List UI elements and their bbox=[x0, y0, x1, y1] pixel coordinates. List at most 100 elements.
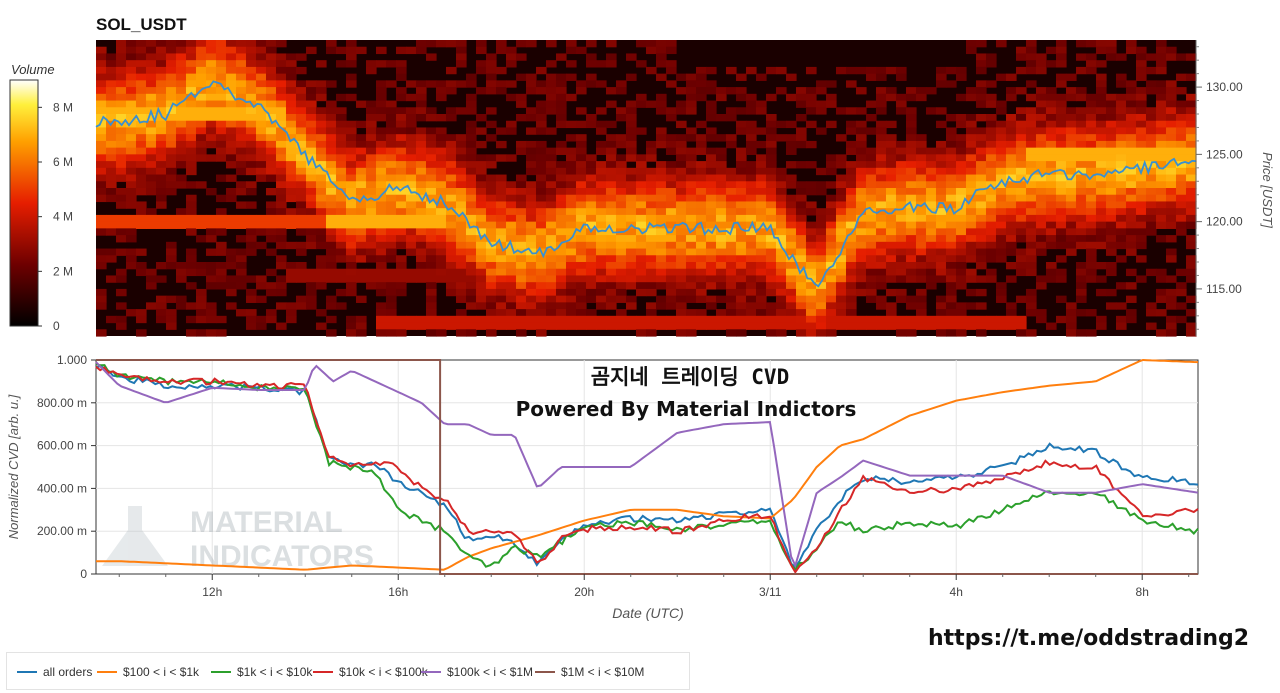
heatmap-cell bbox=[306, 100, 317, 108]
heatmap-cell bbox=[686, 288, 697, 297]
heatmap-cell bbox=[736, 194, 747, 203]
heatmap-cell bbox=[1076, 208, 1087, 216]
heatmap-cell bbox=[866, 114, 877, 122]
heatmap-cell bbox=[136, 93, 147, 102]
heatmap-cell bbox=[1036, 315, 1047, 324]
heatmap-cell bbox=[916, 140, 927, 149]
heatmap-cell bbox=[206, 235, 217, 243]
heatmap-cell bbox=[656, 235, 667, 243]
heatmap-cell bbox=[1016, 322, 1027, 330]
heatmap-cell bbox=[186, 46, 197, 55]
heatmap-cell bbox=[686, 174, 697, 182]
heatmap-cell bbox=[886, 147, 897, 155]
heatmap-cell bbox=[216, 208, 227, 216]
heatmap-cell bbox=[426, 315, 437, 324]
heatmap-cell bbox=[956, 268, 967, 277]
heatmap-cell bbox=[1096, 93, 1107, 102]
heatmap-cell bbox=[536, 241, 547, 250]
heatmap-cell bbox=[936, 235, 947, 243]
heatmap-cell bbox=[1176, 147, 1187, 155]
heatmap-cell bbox=[426, 275, 437, 283]
heatmap-cell bbox=[946, 302, 957, 310]
heatmap-cell bbox=[366, 268, 377, 277]
heatmap-cell bbox=[166, 114, 177, 122]
heatmap-cell bbox=[736, 107, 747, 115]
heatmap-cell bbox=[436, 255, 447, 263]
heatmap-cell bbox=[866, 127, 877, 135]
heatmap-cell bbox=[266, 60, 277, 68]
heatmap-cell bbox=[296, 268, 307, 277]
heatmap-cell bbox=[376, 322, 387, 330]
heatmap-cell bbox=[786, 248, 797, 256]
heatmap-cell bbox=[446, 107, 457, 115]
heatmap-cell bbox=[156, 147, 167, 155]
heatmap-cell bbox=[736, 208, 747, 216]
heatmap-cell bbox=[1116, 134, 1127, 142]
heatmap-cell bbox=[196, 134, 207, 142]
heatmap-cell bbox=[1106, 214, 1117, 223]
heatmap-cell bbox=[466, 188, 477, 196]
heatmap-cell bbox=[326, 201, 337, 209]
heatmap-cell bbox=[1106, 93, 1117, 102]
heatmap-cell bbox=[156, 174, 167, 182]
heatmap-cell bbox=[396, 315, 407, 324]
heatmap-cell bbox=[696, 268, 707, 277]
heatmap-cell bbox=[276, 201, 287, 209]
colorbar-tick-label: 8 M bbox=[53, 100, 73, 114]
heatmap-cell bbox=[586, 255, 597, 263]
heatmap-cell bbox=[936, 154, 947, 162]
heatmap-cell bbox=[766, 167, 777, 176]
heatmap-cell bbox=[946, 194, 957, 203]
heatmap-cell bbox=[606, 214, 617, 223]
heatmap-cell bbox=[276, 87, 287, 95]
heatmap-cell bbox=[616, 214, 627, 223]
heatmap-cell bbox=[1016, 134, 1027, 142]
heatmap-cell bbox=[866, 221, 877, 229]
heatmap-cell bbox=[856, 194, 867, 203]
heatmap-cell bbox=[286, 188, 297, 196]
heatmap-cell bbox=[636, 315, 647, 324]
heatmap-cell bbox=[1006, 93, 1017, 102]
heatmap-cell bbox=[1186, 53, 1197, 61]
heatmap-cell bbox=[1076, 161, 1087, 169]
heatmap-cell bbox=[876, 107, 887, 115]
heatmap-cell bbox=[546, 322, 557, 330]
heatmap-cell bbox=[476, 167, 487, 176]
heatmap-cell bbox=[906, 154, 917, 162]
heatmap-cell bbox=[1026, 161, 1037, 169]
heatmap-cell bbox=[506, 60, 517, 68]
heatmap-cell bbox=[836, 214, 847, 223]
heatmap-cell bbox=[136, 181, 147, 189]
heatmap-cell bbox=[106, 154, 117, 162]
heatmap-cell bbox=[286, 214, 297, 223]
heatmap-cell bbox=[296, 140, 307, 149]
heatmap-cell bbox=[826, 208, 837, 216]
heatmap-cell bbox=[226, 66, 237, 75]
heatmap-cell bbox=[806, 140, 817, 149]
heatmap-cell bbox=[686, 181, 697, 189]
heatmap-cell bbox=[306, 107, 317, 115]
heatmap-cell bbox=[326, 114, 337, 122]
heatmap-cell bbox=[396, 194, 407, 203]
heatmap-cell bbox=[1126, 120, 1137, 129]
heatmap-cell bbox=[1126, 214, 1137, 223]
heatmap-cell bbox=[376, 282, 387, 290]
heatmap-cell bbox=[366, 174, 377, 182]
heatmap-cell bbox=[476, 154, 487, 162]
heatmap-cell bbox=[576, 248, 587, 256]
heatmap-cell bbox=[646, 275, 657, 283]
heatmap-cell bbox=[316, 262, 327, 270]
heatmap-cell bbox=[526, 235, 537, 243]
heatmap-cell bbox=[726, 201, 737, 209]
heatmap-cell bbox=[856, 87, 867, 95]
colorbar-title: Volume bbox=[11, 62, 55, 77]
telegram-link[interactable]: https://t.me/oddstrading2 bbox=[928, 626, 1250, 651]
heatmap-cell bbox=[906, 120, 917, 129]
heatmap-cell bbox=[306, 214, 317, 223]
heatmap-cell bbox=[866, 295, 877, 303]
heatmap-cell bbox=[566, 161, 577, 169]
heatmap-cell bbox=[526, 188, 537, 196]
heatmap-cell bbox=[346, 127, 357, 135]
heatmap-cell bbox=[416, 127, 427, 135]
heatmap-cell bbox=[216, 66, 227, 75]
